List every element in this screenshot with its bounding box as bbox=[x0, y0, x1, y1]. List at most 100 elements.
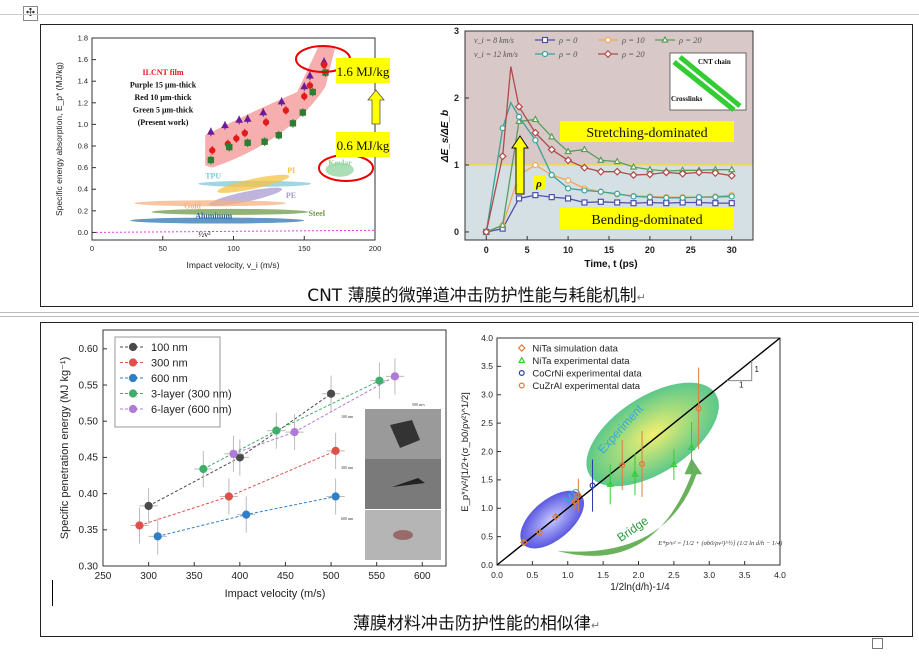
data-point bbox=[128, 404, 138, 414]
sem-hole bbox=[390, 420, 420, 448]
y-tick-label: 0.60 bbox=[79, 344, 99, 355]
y-tick-label: 4.0 bbox=[481, 333, 493, 343]
data-point bbox=[604, 36, 612, 44]
legend-label: ρ = 20 bbox=[678, 35, 702, 45]
inset-chain-label: CNT chain bbox=[698, 58, 731, 66]
data-point bbox=[535, 528, 544, 537]
data-point bbox=[570, 497, 579, 506]
data-point bbox=[128, 358, 138, 367]
data-point bbox=[153, 532, 162, 541]
bend-label: Bending-dominated bbox=[591, 213, 702, 228]
sem-spot bbox=[393, 530, 413, 540]
table-end-marker bbox=[872, 638, 883, 649]
data-point bbox=[695, 194, 703, 201]
data-point bbox=[629, 162, 638, 170]
table-cell-top[interactable]: CNT 薄膜的微弹道冲击防护性能与耗能机制↵ bbox=[40, 24, 913, 307]
chart-energy-ratio: 0 5 10 15 20 25 30 0 1 2 3 Stretching-dominated Bend… bbox=[440, 26, 754, 270]
table-cell-bottom[interactable]: 薄膜材料冲击防护性能的相似律↵ bbox=[40, 322, 913, 637]
x-tick-label: 0 bbox=[484, 245, 489, 255]
rho-label-bg bbox=[533, 176, 545, 189]
y-tick-label: 0.0 bbox=[78, 228, 88, 237]
data-point bbox=[390, 372, 400, 381]
data-point bbox=[128, 342, 138, 352]
material-band-aluminum bbox=[130, 217, 305, 224]
data-point bbox=[630, 193, 637, 200]
x-tick-label: 400 bbox=[231, 571, 248, 582]
data-point bbox=[532, 161, 539, 169]
data-point bbox=[712, 200, 719, 207]
data-point bbox=[603, 49, 613, 59]
divider bbox=[0, 316, 919, 317]
y-tick-label: 1.0 bbox=[481, 503, 493, 513]
up-arrow-icon bbox=[511, 135, 529, 195]
material-label: Steel bbox=[308, 209, 325, 218]
data-point bbox=[597, 198, 604, 205]
x-tick-label: 100 bbox=[227, 244, 240, 253]
y-tick-label: 0.6 bbox=[78, 163, 88, 172]
data-point bbox=[499, 125, 506, 132]
y-tick-label: 3.0 bbox=[481, 390, 493, 400]
data-point bbox=[564, 177, 572, 184]
y-tick-label: 0.2 bbox=[78, 206, 88, 215]
inset-label: 500 m/s bbox=[412, 402, 425, 407]
x-tick-label: 4.0 bbox=[774, 570, 786, 580]
data-point bbox=[662, 168, 671, 177]
data-point bbox=[272, 426, 281, 435]
data-point bbox=[235, 115, 244, 123]
data-point bbox=[613, 167, 622, 176]
data-point bbox=[243, 114, 252, 122]
y-axis-label: E_p*/v²/[1/2+(σ_b0/ρv²)^1/2] bbox=[460, 392, 471, 512]
x-tick-label: 200 bbox=[369, 244, 382, 253]
x-tick-label: 450 bbox=[277, 571, 294, 582]
data-point bbox=[541, 36, 549, 44]
data-point bbox=[309, 88, 316, 96]
y-tick-label: 1.8 bbox=[78, 34, 88, 43]
x-tick-label: 0 bbox=[90, 244, 94, 253]
callout-box bbox=[336, 132, 390, 157]
data-point bbox=[597, 188, 604, 195]
x-tick-label: 30 bbox=[727, 245, 737, 255]
table-move-handle[interactable]: ✣ bbox=[23, 6, 38, 21]
y-axis-label: Specific energy absorption, E_p* (MJ/kg) bbox=[54, 62, 64, 216]
data-point bbox=[209, 147, 216, 154]
formula: E*p/v² = [1/2 + (σb0/ρv²)^½] (1/2 ln d/h… bbox=[657, 540, 782, 547]
data-point bbox=[541, 50, 549, 58]
data-point bbox=[242, 510, 251, 519]
inset-label: 600 nm bbox=[341, 516, 354, 521]
data-point bbox=[564, 185, 572, 192]
y-axis-label: ΔE_s/ΔE_b bbox=[440, 110, 451, 163]
data-point bbox=[482, 227, 491, 237]
x-tick-label: 600 bbox=[414, 571, 431, 582]
legend-text: Purple 15 μm-thick bbox=[130, 81, 197, 90]
data-point bbox=[259, 108, 268, 116]
data-point bbox=[515, 117, 523, 125]
material-label: Kevlar bbox=[328, 158, 352, 167]
callout-high: 1.6 MJ/kg bbox=[337, 64, 390, 79]
y-tick-label: 0.30 bbox=[79, 561, 99, 572]
y-tick-label: 1 bbox=[454, 160, 459, 170]
text-cursor bbox=[52, 580, 53, 606]
y-tick-label: 0.45 bbox=[79, 453, 99, 464]
x-tick-label: 250 bbox=[95, 571, 112, 582]
data-point bbox=[548, 194, 555, 201]
x-axis-label: 1/2ln(d/h)-1/4 bbox=[610, 582, 670, 593]
data-point bbox=[727, 171, 736, 180]
x-tick-label: 15 bbox=[604, 245, 614, 255]
series-line bbox=[486, 194, 732, 233]
data-point bbox=[678, 169, 687, 178]
y-tick-label: 0.55 bbox=[79, 380, 99, 391]
slope-triangle bbox=[726, 360, 753, 382]
data-point bbox=[547, 145, 556, 154]
data-point bbox=[614, 190, 621, 197]
legend-label: NiTa simulation data bbox=[532, 344, 618, 355]
y-tick-label: 0 bbox=[454, 227, 459, 237]
data-point bbox=[498, 152, 507, 161]
data-point bbox=[144, 501, 153, 511]
data-point bbox=[551, 512, 560, 521]
data-point bbox=[226, 143, 233, 151]
data-point bbox=[548, 171, 555, 179]
data-point bbox=[581, 199, 588, 206]
data-point bbox=[282, 107, 290, 114]
md-region bbox=[520, 490, 585, 549]
data-point bbox=[695, 405, 702, 412]
